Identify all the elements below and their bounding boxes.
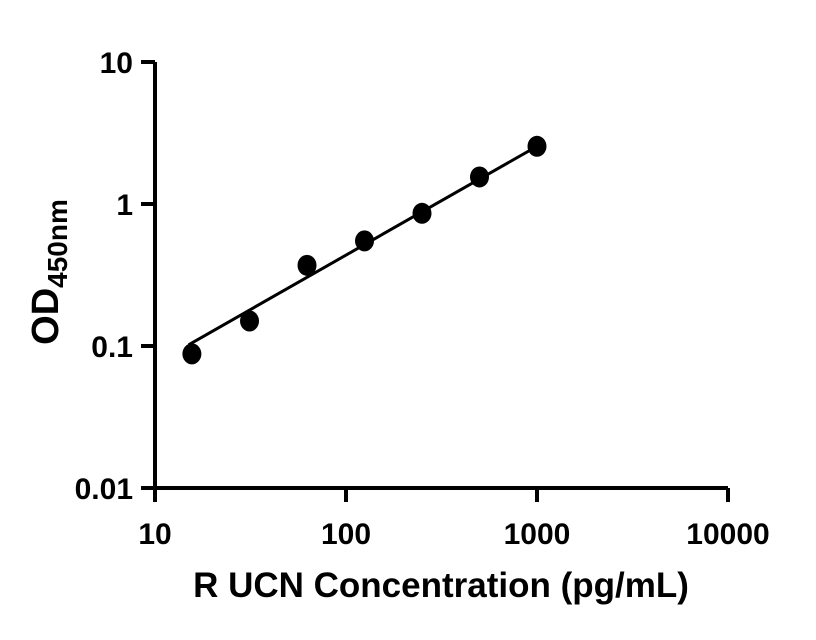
x-tick-label: 100 [321,518,371,551]
data-points-group [182,135,547,365]
data-point [297,254,317,276]
data-point [355,230,375,252]
y-axis-title-sub: 450nm [42,199,73,288]
data-point [527,135,547,157]
y-axis-title-main: OD [25,288,67,345]
y-tick-label: 0.01 [75,473,133,506]
y-tick-label: 10 [100,47,133,80]
x-axis-title: R UCN Concentration (pg/mL) [193,566,689,605]
data-point [470,166,490,188]
x-tick-label: 1000 [504,518,571,551]
y-tick-label: 1 [116,189,133,222]
x-tick-label: 10000 [686,518,769,551]
x-tick-label: 10 [138,518,171,551]
y-tick-label: 0.1 [91,331,133,364]
axis-frame [153,62,728,490]
y-axis-title: OD450nm [25,199,73,345]
data-point [412,202,432,224]
data-point [240,310,260,332]
data-point [182,343,202,365]
